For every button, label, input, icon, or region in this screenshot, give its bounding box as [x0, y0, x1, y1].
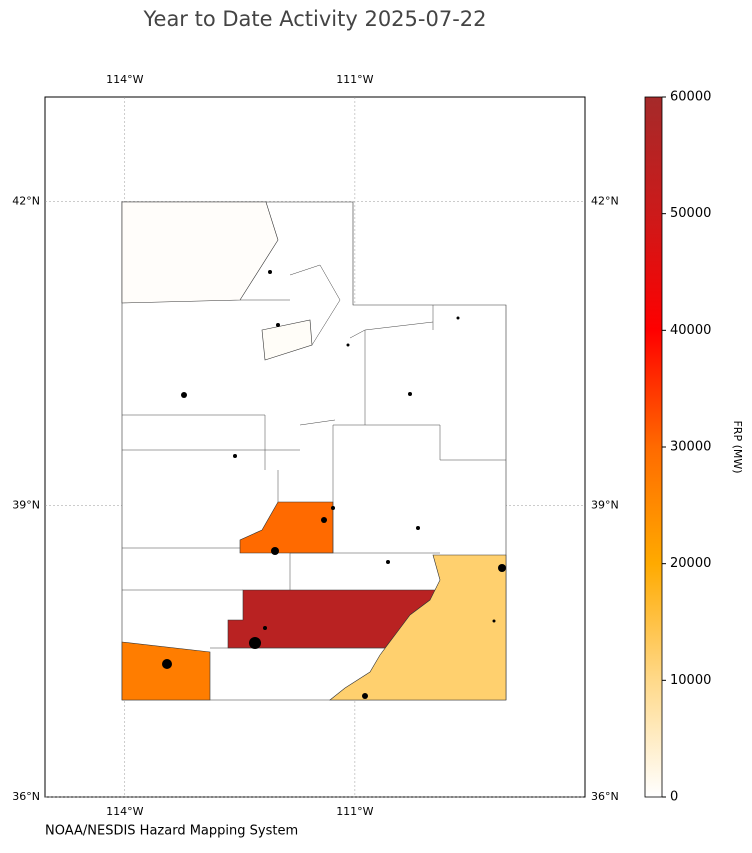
- source-credit: NOAA/NESDIS Hazard Mapping System: [45, 824, 298, 839]
- fire-detections: [162, 270, 506, 699]
- x-tick-label: 111°W: [336, 805, 373, 818]
- colorbar-tick-label: 10000: [670, 673, 711, 688]
- colorbar-tick-label: 30000: [670, 440, 711, 455]
- y-tick-label: 36°N: [591, 790, 619, 803]
- county: [121, 641, 211, 701]
- x-tick-label: 114°W: [106, 805, 143, 818]
- y-tick-label: 42°N: [591, 195, 619, 208]
- colorbar: [644, 96, 663, 798]
- x-tick-label: 111°W: [336, 73, 373, 86]
- county: [121, 201, 279, 304]
- colorbar-label: FRP (MW): [731, 420, 744, 473]
- y-tick-label: 42°N: [12, 195, 40, 208]
- county-lines: [122, 264, 506, 649]
- colorbar-tick-label: 20000: [670, 556, 711, 571]
- colorbar-tick-label: 0: [670, 790, 678, 805]
- map-title: Year to Date Activity 2025-07-22: [142, 7, 486, 31]
- county: [329, 554, 507, 701]
- y-tick-label: 36°N: [12, 790, 40, 803]
- colorbar-tick-label: 60000: [670, 90, 711, 105]
- colorbar-tick-label: 40000: [670, 323, 711, 338]
- x-tick-label: 114°W: [106, 73, 143, 86]
- colorbar-tick-label: 50000: [670, 206, 711, 221]
- y-tick-label: 39°N: [12, 499, 40, 512]
- y-tick-label: 39°N: [591, 499, 619, 512]
